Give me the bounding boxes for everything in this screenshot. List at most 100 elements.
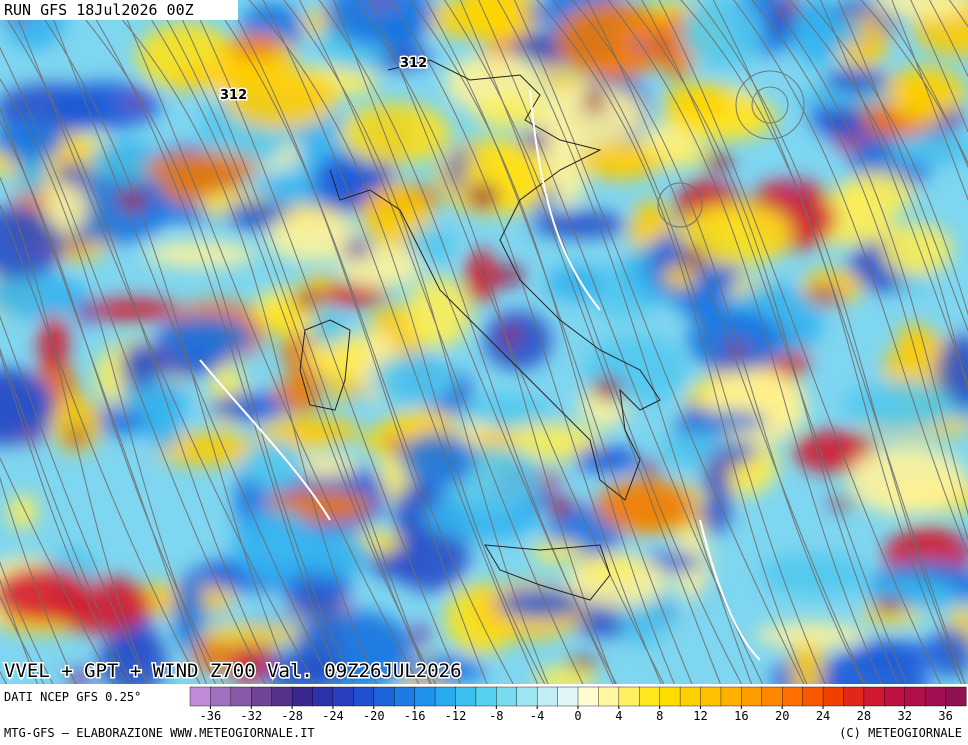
colorbar-swatch	[945, 686, 967, 707]
streamline	[155, 0, 432, 684]
colorbar-swatch	[516, 686, 538, 707]
vvel-field	[0, 0, 968, 684]
streamline	[819, 0, 968, 386]
streamline	[443, 0, 743, 684]
contour-label: 312	[220, 88, 247, 103]
field-blob	[266, 211, 357, 263]
field-blob	[403, 656, 485, 684]
field-blob	[412, 623, 430, 646]
streamline	[390, 0, 662, 684]
field-blob	[16, 429, 48, 443]
field-blob	[35, 245, 52, 257]
coastline	[484, 544, 611, 601]
field-blob	[531, 210, 628, 239]
streamline	[536, 0, 808, 684]
credit: MTG-GFS – ELABORAZIONE WWW.METEOGIORNALE…	[4, 726, 315, 740]
field-blob	[406, 225, 456, 266]
field-blob	[230, 33, 282, 58]
colorbar-swatch	[353, 686, 375, 707]
colorbar-swatch	[863, 686, 885, 707]
colorbar-swatch	[332, 686, 354, 707]
colorbar-swatch	[618, 686, 640, 707]
streamline	[513, 0, 805, 684]
streamline	[137, 0, 437, 684]
field-blob	[593, 376, 623, 400]
field-blob	[294, 289, 321, 310]
streamline	[0, 578, 39, 684]
field-blob	[709, 451, 731, 471]
field-blob	[881, 223, 952, 277]
streamline	[190, 0, 462, 684]
streamline	[0, 120, 225, 684]
colorbar-swatch	[271, 686, 293, 707]
field-blob	[154, 315, 254, 360]
copyright: (C) METEOGIORNALE	[839, 726, 962, 740]
colorbar-swatch	[312, 686, 334, 707]
colorbar-swatch	[230, 686, 252, 707]
colorbar-swatch	[884, 686, 906, 707]
colorbar-tick-label: 8	[656, 709, 663, 723]
colorbar-swatch	[394, 686, 416, 707]
colorbar-swatch	[822, 686, 844, 707]
streamline	[9, 0, 316, 684]
streamline	[658, 0, 942, 684]
field-blob	[44, 182, 89, 232]
field-blob	[684, 246, 704, 271]
streamline	[226, 0, 488, 684]
field-blob	[288, 417, 361, 444]
colorbar-swatch	[720, 686, 742, 707]
field-blob	[567, 656, 600, 670]
field-blob	[406, 276, 472, 349]
streamline	[0, 176, 149, 684]
colorbar-swatch	[659, 686, 681, 707]
field-blob	[873, 597, 905, 614]
field-blob	[51, 395, 102, 453]
field-blob	[595, 479, 696, 533]
colorbar-swatch	[802, 686, 824, 707]
field-blob	[826, 68, 887, 92]
streamlines	[0, 0, 968, 684]
colorbar-swatch	[782, 686, 804, 707]
colorbar-tick-label: 4	[615, 709, 622, 723]
field-blob	[819, 645, 930, 684]
streamline	[30, 0, 292, 684]
streamline	[0, 456, 114, 684]
field-blob	[342, 240, 363, 255]
contour-label: 312	[400, 56, 427, 71]
field-blob	[264, 651, 344, 684]
streamline	[657, 182, 703, 228]
colorbar-tick-label: 32	[898, 709, 912, 723]
field-blob	[662, 264, 698, 289]
field-blob	[585, 88, 604, 114]
streamline	[0, 561, 54, 684]
field-blob	[154, 431, 259, 467]
colorbar-tick-label: -24	[322, 709, 344, 723]
streamline	[837, 0, 968, 333]
colorbar-tick-label: -8	[489, 709, 503, 723]
field-blob	[38, 313, 69, 377]
colorbar-swatch	[741, 686, 763, 707]
field-blob	[465, 249, 498, 304]
streamline	[625, 0, 899, 684]
field-blob	[241, 440, 305, 490]
colorbar-tick-label: 36	[938, 709, 952, 723]
colorbar-swatch	[536, 686, 559, 707]
field-blob	[663, 82, 737, 120]
field-blob	[898, 323, 930, 352]
field-blob	[579, 556, 641, 581]
field-blob	[189, 639, 236, 673]
streamline	[248, 0, 546, 684]
colorbar-swatch	[434, 686, 456, 707]
streamline	[369, 0, 665, 684]
field-blob	[654, 42, 672, 55]
field-blob	[197, 623, 312, 645]
field-blob	[371, 0, 394, 10]
field-blob	[724, 339, 752, 361]
streamline	[788, 0, 968, 394]
colorbar-tick-label: 12	[693, 709, 707, 723]
field-blob	[85, 298, 181, 322]
field-blob	[388, 437, 403, 453]
colorbar-tick-label: 0	[574, 709, 581, 723]
field-blob	[98, 627, 168, 684]
